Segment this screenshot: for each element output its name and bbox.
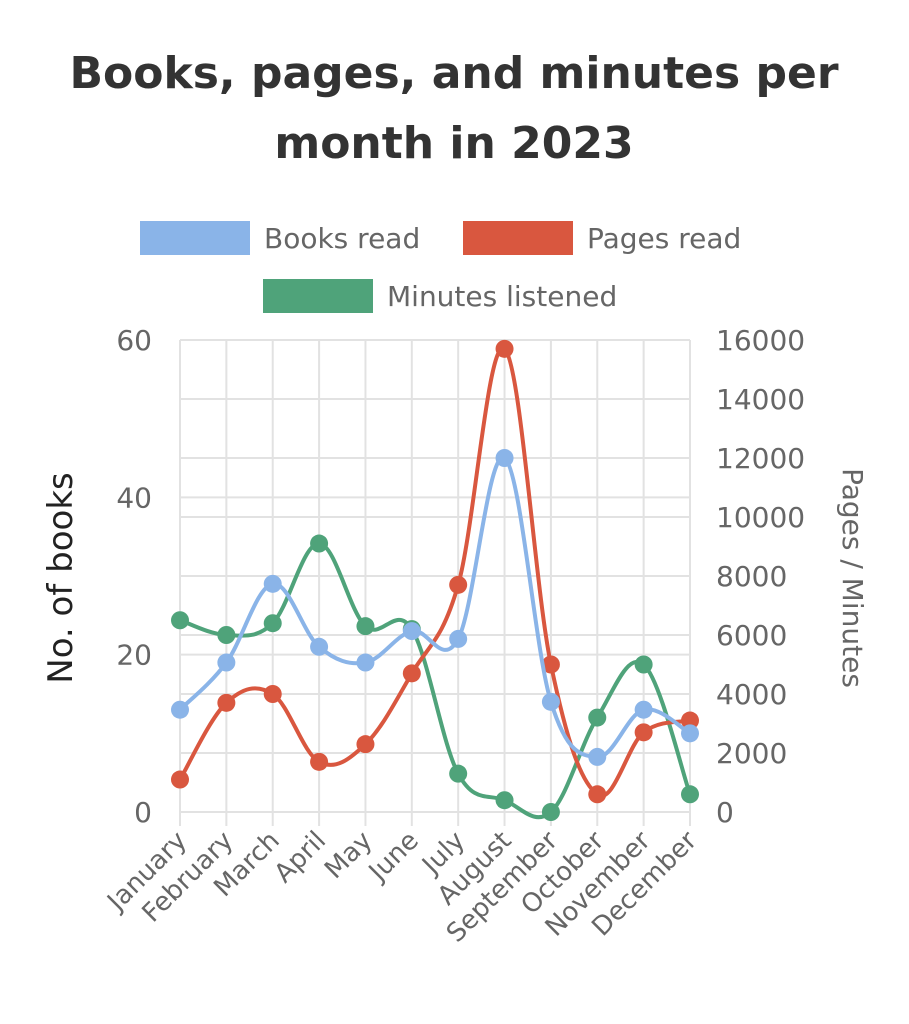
legend-label-2: Minutes listened xyxy=(387,280,617,313)
data-point-pages-read xyxy=(541,655,560,674)
y-axis-title-right: Pages / Minutes xyxy=(836,468,869,688)
y-tick-label-right: 8000 xyxy=(716,560,787,593)
grid xyxy=(179,339,691,826)
data-point-minutes-listened xyxy=(681,785,699,804)
data-point-pages-read xyxy=(588,785,607,804)
data-point-minutes-listened xyxy=(495,791,514,810)
data-point-pages-read xyxy=(449,575,468,594)
legend-label-1: Pages read xyxy=(587,222,741,255)
data-point-minutes-listened xyxy=(541,803,560,821)
data-point-pages-read xyxy=(310,752,329,771)
data-point-books-read xyxy=(634,700,653,719)
chart-title-line-1: Books, pages, and minutes per xyxy=(69,48,838,99)
legend-label-0: Books read xyxy=(264,222,420,255)
data-point-minutes-listened xyxy=(263,614,282,633)
series-line-minutes-listened xyxy=(179,541,692,820)
data-point-minutes-listened xyxy=(449,764,468,783)
data-point-books-read xyxy=(217,653,236,672)
y-tick-label-left: 0 xyxy=(134,796,152,829)
y-tick-label-left: 40 xyxy=(116,481,152,514)
y-tick-label-right: 12000 xyxy=(716,442,805,475)
y-tick-label-right: 4000 xyxy=(716,678,787,711)
data-point-books-read xyxy=(402,622,421,641)
series xyxy=(171,339,699,821)
data-point-books-read xyxy=(310,637,329,656)
data-point-books-read xyxy=(356,653,375,672)
data-point-pages-read xyxy=(402,664,421,683)
y-tick-label-right: 2000 xyxy=(716,737,787,770)
data-point-minutes-listened xyxy=(634,655,653,674)
series-line-books-read xyxy=(178,455,692,759)
data-point-pages-read xyxy=(356,735,375,754)
data-point-books-read xyxy=(681,724,699,743)
data-point-pages-read xyxy=(171,770,189,789)
x-tick-label: June xyxy=(362,826,425,889)
data-point-books-read xyxy=(541,692,560,711)
data-point-pages-read xyxy=(681,711,699,730)
data-point-pages-read xyxy=(634,723,653,742)
data-point-minutes-listened xyxy=(588,708,607,727)
y-tick-label-right: 10000 xyxy=(716,501,805,534)
data-point-pages-read xyxy=(495,339,514,358)
data-point-books-read xyxy=(588,747,607,766)
x-tick-label: May xyxy=(319,826,378,885)
legend-swatch-0 xyxy=(140,221,250,255)
legend-swatch-1 xyxy=(463,221,573,255)
legend-swatch-2 xyxy=(263,279,373,313)
data-point-minutes-listened xyxy=(310,534,329,553)
y-axis-title-left: No. of books xyxy=(41,472,81,683)
y-tick-label-right: 6000 xyxy=(716,619,787,652)
y-tick-label-left: 20 xyxy=(116,639,152,672)
series-line-pages-read xyxy=(178,346,691,798)
y-tick-label-right: 0 xyxy=(716,796,734,829)
data-point-books-read xyxy=(495,449,514,467)
x-tick-label: April xyxy=(269,826,332,889)
y-tick-label-right: 14000 xyxy=(716,383,805,416)
legend: Books read Pages read Minutes listened xyxy=(140,221,741,313)
data-point-books-read xyxy=(449,629,468,648)
data-point-minutes-listened xyxy=(217,626,236,644)
data-point-minutes-listened xyxy=(171,611,189,630)
data-point-pages-read xyxy=(217,693,236,712)
data-point-books-read xyxy=(171,700,189,719)
data-point-books-read xyxy=(263,574,282,593)
y-tick-label-right: 16000 xyxy=(716,324,805,357)
y-tick-label-left: 60 xyxy=(116,324,152,357)
chart-title-line-2: month in 2023 xyxy=(274,118,633,169)
data-point-pages-read xyxy=(263,685,282,703)
data-point-minutes-listened xyxy=(356,617,375,636)
